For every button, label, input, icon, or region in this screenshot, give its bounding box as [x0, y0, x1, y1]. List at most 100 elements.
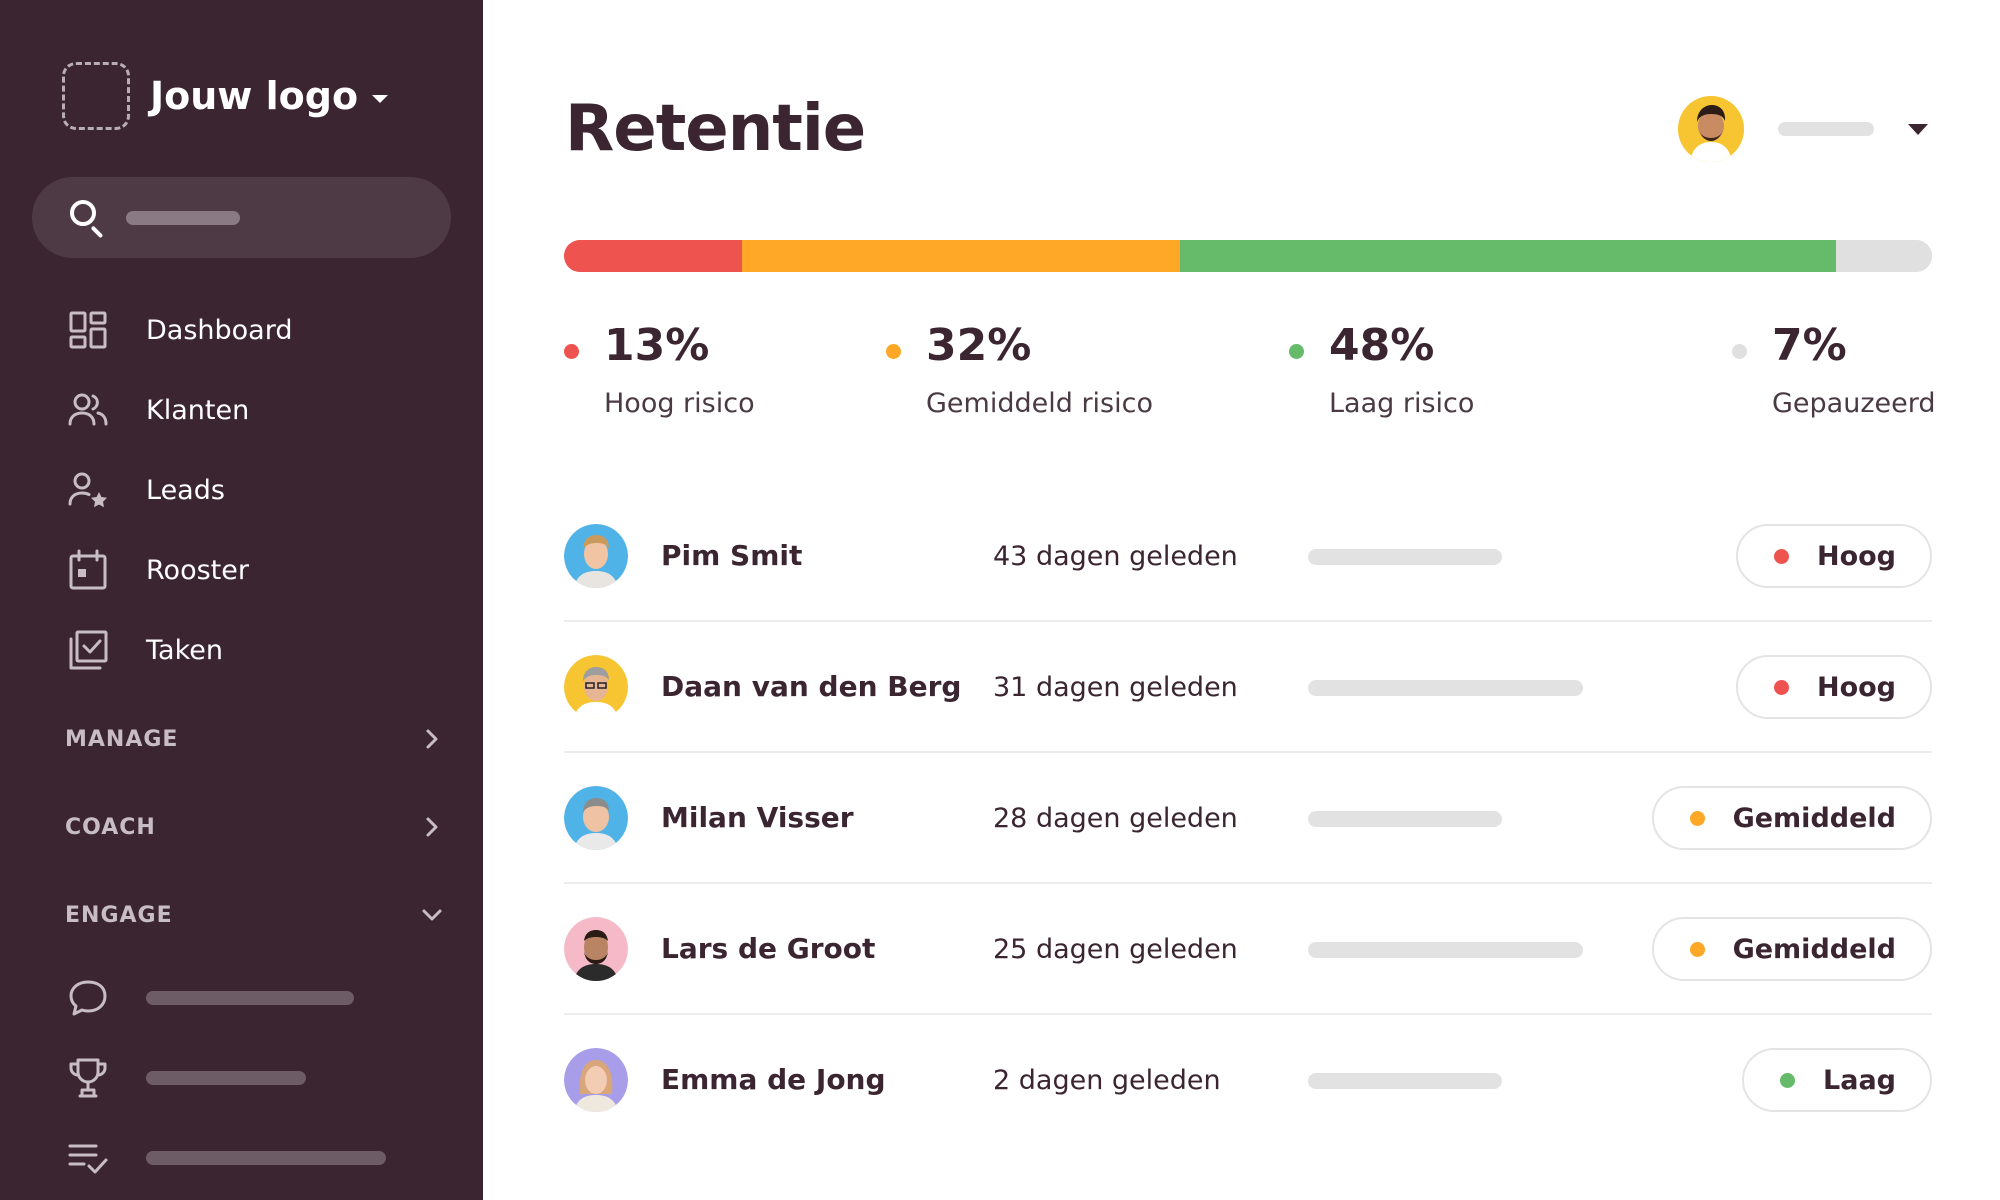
chevron-right-icon: [419, 726, 445, 752]
client-name: Daan van den Berg: [661, 670, 962, 703]
user-star-icon: [66, 468, 110, 512]
last-visit: 43 dagen geleden: [993, 541, 1238, 572]
engage-placeholder-bar: [146, 991, 354, 1005]
risk-badge-label: Hoog: [1816, 540, 1896, 572]
placeholder-bar: [1308, 680, 1583, 696]
search-icon: [68, 198, 108, 238]
risk-dot: [1780, 1072, 1796, 1088]
last-visit: 25 dagen geleden: [993, 934, 1238, 965]
risk-badge[interactable]: Laag: [1742, 1048, 1932, 1112]
users-icon: [66, 388, 110, 432]
sidebar-item-label: Klanten: [146, 394, 250, 426]
stat-label: Hoog risico: [604, 388, 755, 419]
risk-dot: [1773, 679, 1789, 695]
chevron-down-icon: [419, 902, 445, 928]
risk-badge-label: Gemiddeld: [1732, 933, 1896, 965]
avatar: [564, 917, 628, 981]
risk-segment-medium: [741, 240, 1180, 272]
last-visit: 28 dagen geleden: [993, 803, 1238, 834]
risk-badge[interactable]: Gemiddeld: [1651, 917, 1932, 981]
risk-dot: [1773, 548, 1789, 564]
engage-item-checklist[interactable]: [66, 1133, 386, 1183]
placeholder-bar: [1308, 549, 1502, 565]
checklist-icon: [66, 1136, 110, 1180]
risk-dot: [564, 344, 579, 359]
risk-badge-label: Gemiddeld: [1732, 802, 1896, 834]
risk-badge-label: Laag: [1823, 1064, 1896, 1096]
avatar: [564, 524, 628, 588]
search-placeholder-bar: [126, 210, 240, 225]
client-name: Lars de Groot: [661, 932, 876, 965]
sidebar-item-label: Dashboard: [146, 314, 293, 346]
calendar-icon: [66, 548, 110, 592]
risk-badge[interactable]: Hoog: [1735, 524, 1932, 588]
last-visit: 31 dagen geleden: [993, 672, 1238, 703]
risk-segment-paused: [1836, 240, 1932, 272]
stat-label: Gemiddeld risico: [926, 388, 1153, 419]
logo-text: Jouw logo: [150, 74, 359, 118]
sidebar-item-label: Taken: [146, 634, 223, 666]
placeholder-bar: [1308, 811, 1502, 827]
avatar: [564, 1048, 628, 1112]
dashboard-icon: [66, 308, 110, 352]
search-input[interactable]: [32, 177, 451, 258]
sidebar-item-label: Leads: [146, 474, 225, 506]
stat-percent: 32%: [926, 320, 1032, 371]
tasks-icon: [66, 628, 110, 672]
risk-dot: [886, 344, 901, 359]
avatar: [1678, 96, 1744, 162]
engage-item-chat[interactable]: [66, 973, 354, 1023]
table-row[interactable]: Emma de Jong 2 dagen geleden Laag: [564, 1015, 1932, 1146]
table-row[interactable]: Daan van den Berg 31 dagen geleden Hoog: [564, 622, 1932, 753]
stat-percent: 7%: [1772, 320, 1847, 371]
last-visit: 2 dagen geleden: [993, 1065, 1221, 1096]
section-label: ENGAGE: [65, 902, 173, 928]
sidebar-item-klanten[interactable]: Klanten: [66, 385, 249, 435]
risk-dot: [1289, 344, 1304, 359]
user-menu[interactable]: [1678, 96, 1928, 162]
caret-down-icon: [372, 95, 389, 103]
engage-placeholder-bar: [146, 1071, 306, 1085]
table-row[interactable]: Pim Smit 43 dagen geleden Hoog: [564, 491, 1932, 622]
stat-percent: 48%: [1329, 320, 1435, 371]
main-content: Retentie 13% Hoog risico 32% Gemiddeld r…: [483, 0, 2000, 1200]
chevron-right-icon: [419, 814, 445, 840]
section-engage[interactable]: ENGAGE: [65, 895, 445, 935]
risk-dot: [1689, 941, 1705, 957]
logo-placeholder: [62, 62, 130, 130]
user-name-placeholder: [1778, 122, 1874, 136]
logo-menu[interactable]: Jouw logo: [62, 62, 389, 130]
sidebar-item-rooster[interactable]: Rooster: [66, 545, 249, 595]
sidebar-item-label: Rooster: [146, 554, 249, 586]
risk-badge[interactable]: Gemiddeld: [1651, 786, 1932, 850]
section-label: MANAGE: [65, 726, 179, 752]
risk-dot: [1689, 810, 1705, 826]
risk-badge[interactable]: Hoog: [1735, 655, 1932, 719]
page-title: Retentie: [565, 92, 866, 166]
risk-segment-high: [564, 240, 742, 272]
section-coach[interactable]: COACH: [65, 807, 445, 847]
engage-item-trophy[interactable]: [66, 1053, 306, 1103]
client-name: Pim Smit: [661, 539, 803, 572]
placeholder-bar: [1308, 1073, 1502, 1089]
stat-label: Gepauzeerd: [1772, 388, 1936, 419]
avatar: [564, 786, 628, 850]
table-row[interactable]: Lars de Groot 25 dagen geleden Gemiddeld: [564, 884, 1932, 1015]
chat-icon: [66, 976, 110, 1020]
engage-placeholder-bar: [146, 1151, 386, 1165]
avatar: [564, 655, 628, 719]
risk-dot: [1732, 344, 1747, 359]
risk-segment-low: [1179, 240, 1837, 272]
sidebar-item-leads[interactable]: Leads: [66, 465, 225, 515]
trophy-icon: [66, 1056, 110, 1100]
sidebar: Jouw logo Dashboard Klanten: [0, 0, 483, 1200]
table-row[interactable]: Milan Visser 28 dagen geleden Gemiddeld: [564, 753, 1932, 884]
risk-distribution-bar: [564, 240, 1932, 272]
section-manage[interactable]: MANAGE: [65, 719, 445, 759]
caret-down-icon: [1908, 123, 1928, 135]
sidebar-item-dashboard[interactable]: Dashboard: [66, 305, 292, 355]
placeholder-bar: [1308, 942, 1583, 958]
client-name: Milan Visser: [661, 801, 854, 834]
sidebar-item-taken[interactable]: Taken: [66, 625, 223, 675]
stat-label: Laag risico: [1329, 388, 1475, 419]
